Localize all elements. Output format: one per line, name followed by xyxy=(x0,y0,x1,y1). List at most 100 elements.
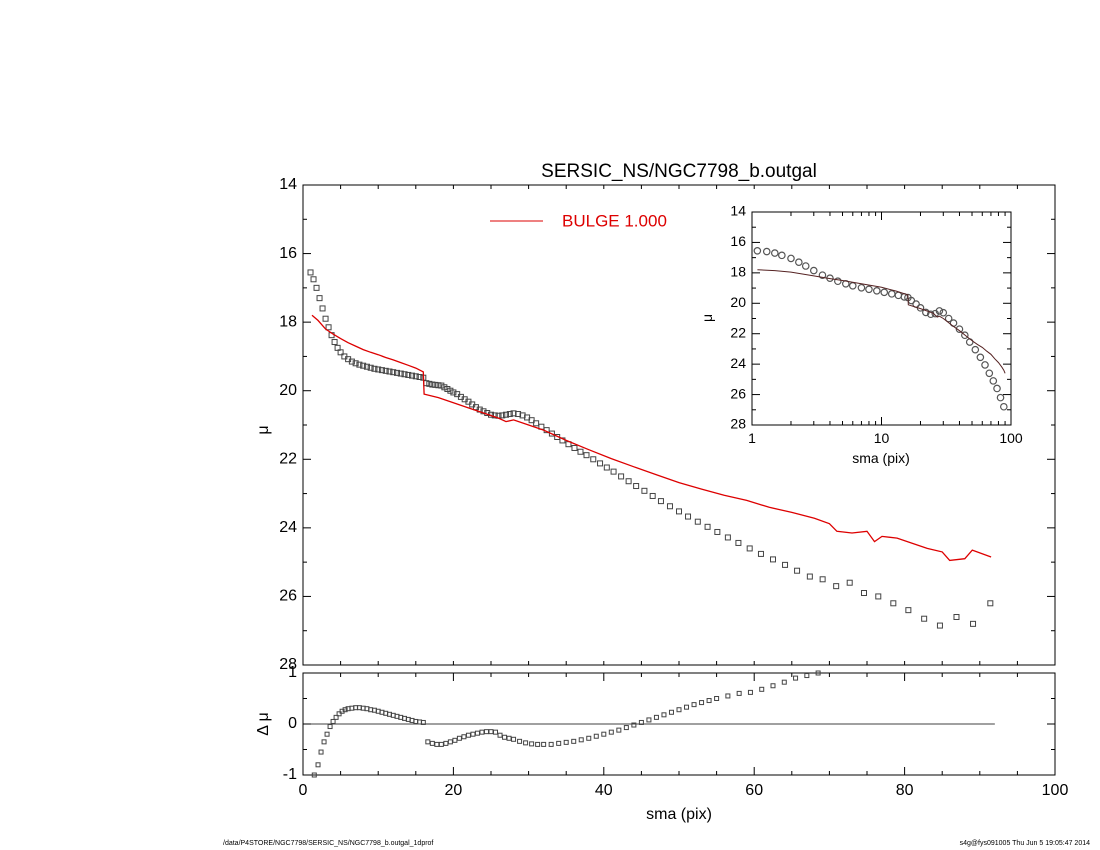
data-point xyxy=(970,620,977,627)
data-point xyxy=(390,369,397,376)
y-tick-label: 20 xyxy=(279,382,297,399)
residual-point xyxy=(488,729,494,735)
residual-point xyxy=(311,772,317,778)
data-point xyxy=(325,324,332,331)
data-point xyxy=(432,381,439,388)
inset-data-point xyxy=(976,353,985,362)
data-point xyxy=(806,573,813,580)
x-tick-label: 60 xyxy=(745,782,763,799)
residual-point xyxy=(770,683,776,689)
data-point xyxy=(334,344,341,351)
residual-point xyxy=(425,739,431,745)
residual-point xyxy=(497,732,503,738)
data-point xyxy=(936,622,943,629)
data-point xyxy=(429,381,436,388)
main-profile-panel: SERSIC_NS/NGC7798_b.outgal 14 16 18 20 22 24 2… xyxy=(255,161,1056,673)
data-point xyxy=(506,411,513,418)
data-point xyxy=(724,534,731,541)
residual-point xyxy=(691,702,697,708)
residual-point xyxy=(318,749,324,755)
residual-point xyxy=(804,673,810,679)
data-point xyxy=(649,492,656,499)
data-point xyxy=(480,408,487,415)
residual-point xyxy=(668,709,674,715)
inset-data-point xyxy=(834,277,842,286)
residual-point xyxy=(434,741,440,747)
residual-point xyxy=(470,731,476,737)
data-point xyxy=(597,460,604,467)
data-point xyxy=(666,503,673,510)
data-point xyxy=(757,550,764,557)
residual-point xyxy=(420,719,426,725)
data-point xyxy=(394,369,400,376)
data-point xyxy=(360,362,367,369)
data-point xyxy=(319,305,326,312)
residual-point xyxy=(548,741,554,747)
residual-x-ticks: 0 20 40 60 80 100 xyxy=(299,673,1069,799)
data-point xyxy=(735,539,742,546)
inset-data-point xyxy=(865,285,873,294)
data-point xyxy=(704,523,711,530)
data-point xyxy=(450,389,457,396)
inset-model-line xyxy=(757,269,1006,374)
x-tick-label: 1 xyxy=(748,430,756,446)
data-point xyxy=(694,518,701,525)
residual-point xyxy=(736,690,742,696)
residual-point xyxy=(759,686,765,692)
inset-data-point xyxy=(762,247,771,256)
residual-point xyxy=(447,739,453,745)
residual-point xyxy=(511,736,517,742)
data-point xyxy=(416,374,423,380)
y-tick-label: 22 xyxy=(730,324,746,340)
data-point xyxy=(590,456,597,463)
inset-data-point xyxy=(880,288,889,297)
data-point xyxy=(782,561,789,568)
residual-point xyxy=(456,735,462,741)
residual-point xyxy=(336,711,342,717)
data-point xyxy=(633,483,640,490)
residual-point xyxy=(461,734,467,740)
y-tick-label: 0 xyxy=(288,715,297,732)
inset-background xyxy=(752,212,1011,425)
residual-point xyxy=(646,717,652,723)
residual-point xyxy=(438,741,444,747)
residual-point xyxy=(474,730,480,736)
data-point xyxy=(316,295,323,302)
residual-point xyxy=(578,737,584,743)
y-tick-label: 26 xyxy=(279,588,297,605)
data-point xyxy=(770,556,776,563)
main-x-ticks xyxy=(302,185,1056,665)
residual-point xyxy=(586,735,592,741)
data-point xyxy=(499,412,506,419)
residual-point xyxy=(676,707,682,713)
inset-data-point xyxy=(787,254,795,263)
x-tick-label: 100 xyxy=(999,430,1023,446)
data-point xyxy=(375,366,382,373)
data-point xyxy=(426,380,433,387)
data-point xyxy=(583,452,590,459)
data-point xyxy=(641,487,648,494)
legend: BULGE 1.000 xyxy=(490,211,667,230)
data-point xyxy=(435,382,442,389)
inset-data-point xyxy=(985,369,994,378)
inset-data-point xyxy=(809,266,818,275)
inset-data-point xyxy=(996,393,1005,402)
y-tick-label: 20 xyxy=(730,294,746,310)
inset-data-point xyxy=(971,345,980,354)
inset-data-point xyxy=(944,314,953,323)
inset-model-line xyxy=(757,269,1006,374)
data-point xyxy=(337,349,344,356)
inset-data-point xyxy=(818,271,827,279)
residual-point xyxy=(616,727,622,733)
x-tick-label: 100 xyxy=(1042,782,1069,799)
data-point xyxy=(378,367,385,374)
data-point xyxy=(921,615,928,622)
residual-point xyxy=(517,738,523,744)
inset-data-point xyxy=(993,384,1001,393)
y-tick-label: 24 xyxy=(279,519,297,536)
footer-file-path: /data/P4STORE/NGC7798/SERSIC_NS/NGC7798_… xyxy=(223,840,434,847)
main-data-points xyxy=(307,269,994,629)
residual-point xyxy=(631,722,637,728)
residual-point xyxy=(706,698,712,704)
